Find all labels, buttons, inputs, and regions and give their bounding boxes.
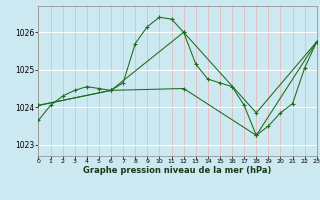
X-axis label: Graphe pression niveau de la mer (hPa): Graphe pression niveau de la mer (hPa) <box>84 166 272 175</box>
